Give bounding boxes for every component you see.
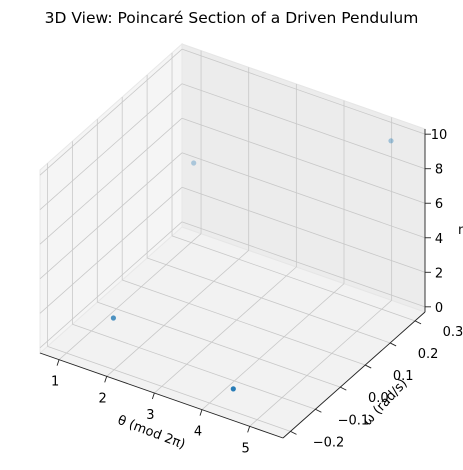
y-tick-mark [290,430,297,435]
x-tick-label: 4 [194,425,202,440]
z-tick-label: 4 [435,232,443,247]
grid-lines [39,48,426,439]
x-grid-floor [201,283,345,410]
z-tick-label: 0 [435,301,443,316]
x-grid-floor [58,233,202,360]
y-grid-floor [72,323,316,410]
z-grid-left [39,186,183,314]
z-grid-left [39,83,183,211]
z-grid-left [39,152,183,280]
z-grid-back [181,48,426,135]
x-grid-floor [249,300,392,427]
x-tick-label: 3 [146,408,154,423]
x-tick-label: 1 [51,375,59,390]
z-grid-back [181,83,426,170]
z-grid-back [181,152,426,239]
x-tick-mark [151,392,155,400]
y-tick-label: 0.0 [368,391,389,406]
z-tick-label: 6 [435,197,443,212]
y-grid-floor [47,345,291,432]
z-tick-label: 10 [431,128,448,143]
z-grid-back [181,117,426,204]
chart-title: 3D View: Poincaré Section of a Driven Pe… [44,9,419,27]
x-tick-mark [104,376,108,383]
data-point [388,138,394,144]
x-tick-label: 5 [241,441,249,456]
data-point [191,160,197,166]
z-grid-left [39,117,183,245]
z-grid-back [181,221,426,308]
y-axis-line [282,311,426,439]
x-tick-mark [247,426,251,433]
z-grid-back [181,186,426,273]
data-points [110,138,394,392]
axis-ticks: 1 2 3 4 5 −0.2 −0.1 0.0 0.1 0.2 0.30 2 4 6 8 10 [51,128,463,456]
z-tick-label: 8 [435,163,443,178]
y-grid-floor [97,301,341,388]
x-grid-floor [106,250,249,377]
x-axis-line [39,352,284,439]
z-tick-label: 2 [435,266,443,281]
z-grid-left [39,221,183,349]
y-tick-mark [315,408,322,413]
y-tick-mark [414,320,422,325]
data-point [230,386,236,392]
y-tick-label: −0.1 [338,413,370,428]
y-tick-label: 0.1 [393,369,414,384]
x-grid-floor [154,266,297,394]
axis-panes [39,42,426,439]
x-tick-label: 2 [99,391,107,406]
x-tick-mark [56,359,60,366]
left-pane [39,42,183,355]
y-grid-floor [171,235,416,322]
y-tick-label: 0.2 [418,347,439,362]
y-tick-mark [389,342,397,347]
z-grid-left [39,48,183,176]
y-tick-label: −0.2 [313,435,345,450]
z-axis-label: n [458,223,463,238]
x-tick-mark [199,409,203,416]
y-tick-mark [365,364,372,369]
y-tick-label: 0.3 [443,325,463,340]
y-tick-mark [340,386,347,391]
y-grid-floor [146,257,391,344]
data-point [110,315,116,321]
y-grid-floor [122,279,366,366]
